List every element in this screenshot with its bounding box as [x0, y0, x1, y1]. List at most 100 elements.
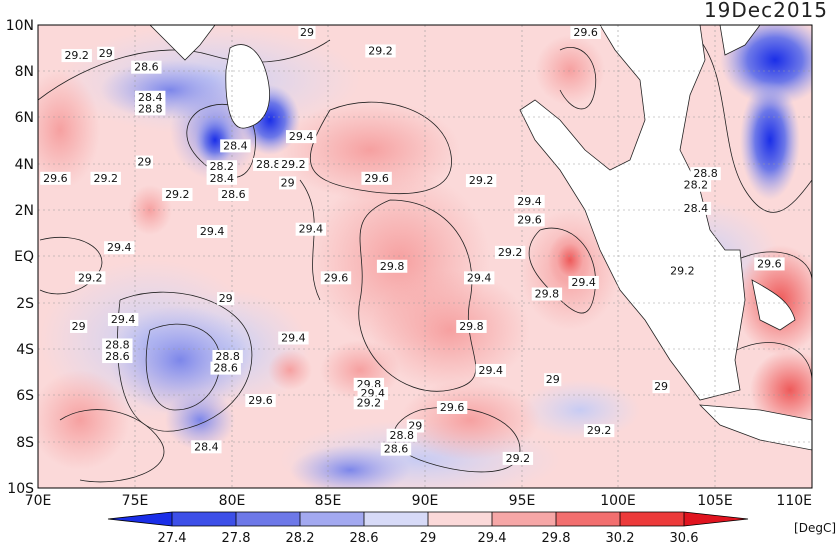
svg-text:28.8: 28.8 — [693, 167, 718, 180]
svg-text:29.4: 29.4 — [467, 271, 492, 284]
svg-text:29.2: 29.2 — [64, 49, 89, 62]
contour-label: 28.8 — [135, 102, 166, 116]
contour-label: 29.4 — [475, 363, 506, 377]
contour-label: 29.2 — [667, 264, 698, 278]
svg-text:29.8: 29.8 — [459, 320, 484, 333]
lat-label: 8S — [16, 435, 34, 451]
lon-label: 95E — [509, 493, 536, 509]
contour-label: 29.2 — [494, 245, 526, 259]
svg-text:29.4: 29.4 — [571, 276, 596, 289]
svg-text:29: 29 — [219, 292, 233, 305]
contour-label: 29.2 — [90, 171, 121, 185]
colorbar-tick: 30.6 — [670, 531, 699, 545]
svg-text:29: 29 — [300, 26, 314, 39]
svg-text:29.8: 29.8 — [535, 288, 560, 301]
svg-text:28.4: 28.4 — [223, 139, 248, 152]
svg-text:28.2: 28.2 — [684, 179, 709, 192]
svg-text:29.8: 29.8 — [380, 260, 405, 273]
colorbar-segment — [684, 512, 748, 526]
contour-label: 29 — [135, 155, 154, 169]
svg-text:28.8: 28.8 — [390, 429, 415, 442]
lat-label: 6S — [16, 388, 34, 404]
contour-label: 29.2 — [278, 157, 309, 171]
colorbar-tick: 29.4 — [478, 531, 507, 545]
colorbar-tick: 28.2 — [286, 531, 315, 545]
lon-label: 105E — [697, 493, 733, 509]
svg-text:29.2: 29.2 — [281, 158, 306, 171]
contour-label: 28.4 — [135, 90, 166, 104]
svg-text:29.2: 29.2 — [498, 246, 523, 259]
svg-text:29.4: 29.4 — [517, 195, 542, 208]
contour-label: 29.4 — [104, 241, 135, 255]
svg-text:28.8: 28.8 — [105, 338, 130, 351]
lat-label: 4S — [16, 342, 34, 358]
svg-text:28.6: 28.6 — [213, 362, 238, 375]
lon-label: 100E — [600, 493, 636, 509]
lat-label: 10N — [6, 18, 34, 34]
contour-label: 29.4 — [196, 225, 228, 239]
colorbar-tick: 29 — [420, 531, 437, 545]
borneo-west — [751, 279, 796, 331]
svg-text:29.6: 29.6 — [364, 172, 389, 185]
svg-text:29.6: 29.6 — [440, 401, 465, 414]
colorbar-unit: [DegC] — [794, 521, 836, 535]
contour-label: 28.6 — [210, 361, 241, 375]
contour-label: 29 — [97, 46, 115, 60]
colorbar-tick: 27.4 — [158, 531, 187, 545]
map-date-title: 19Dec2015 — [703, 0, 828, 22]
grid-lines — [38, 25, 812, 488]
colorbar-tick: 30.2 — [606, 531, 635, 545]
contour-label: 28.6 — [380, 442, 412, 456]
contour-label: 29.4 — [285, 130, 317, 144]
svg-text:29.4: 29.4 — [281, 332, 306, 345]
contour-label: 28.4 — [206, 171, 238, 185]
contour-label: 28.2 — [680, 178, 712, 192]
lon-label: 75E — [122, 493, 149, 509]
svg-text:29.6: 29.6 — [517, 213, 542, 226]
india-tip — [149, 25, 216, 61]
svg-text:28.4: 28.4 — [210, 172, 235, 185]
svg-text:28.6: 28.6 — [384, 443, 409, 456]
svg-text:29.4: 29.4 — [479, 364, 504, 377]
colorbar-tick: 28.6 — [350, 531, 379, 545]
contour-label: 29.2 — [61, 49, 92, 63]
contour-label: 29.8 — [531, 287, 563, 301]
contour-label: 29 — [70, 319, 88, 333]
contour-label: 29.6 — [40, 171, 71, 185]
contour-label: 29.4 — [278, 331, 309, 345]
contour-label: 28.6 — [218, 187, 249, 201]
contour-label: 29.2 — [162, 187, 193, 201]
contour-label: 28.8 — [102, 338, 133, 352]
colorbar-segment — [236, 512, 300, 526]
svg-text:28.8: 28.8 — [215, 350, 240, 363]
colorbar-segment — [172, 512, 236, 526]
contour-label: 29.2 — [465, 174, 497, 188]
colorbar-segment — [620, 512, 684, 526]
svg-text:28.6: 28.6 — [134, 61, 159, 74]
svg-text:29.6: 29.6 — [43, 172, 68, 185]
plot-frame — [37, 24, 813, 489]
svg-text:29.2: 29.2 — [670, 264, 695, 277]
svg-text:28.6: 28.6 — [105, 350, 130, 363]
contour-label: 29.6 — [361, 171, 392, 185]
contour-label: 28.8 — [212, 350, 243, 364]
svg-text:29: 29 — [72, 320, 86, 333]
contour-label: 28.4 — [680, 201, 712, 215]
contour-label: 29.6 — [320, 271, 352, 285]
colorbar-tick: 27.8 — [222, 531, 251, 545]
contour-label: 28.8 — [690, 167, 721, 181]
contour-label: 29 — [544, 373, 562, 387]
svg-text:28.4: 28.4 — [194, 440, 219, 453]
contour-label: 28.2 — [206, 160, 238, 174]
colorbar-segment — [492, 512, 556, 526]
contour-label: 28.4 — [220, 139, 251, 153]
lat-label: 2S — [16, 296, 34, 312]
colorbar-segment — [556, 512, 620, 526]
contour-label: 28.8 — [253, 157, 284, 171]
contour-label: 28.8 — [386, 428, 417, 442]
contour-label: 29.4 — [295, 222, 327, 236]
svg-text:28.2: 28.2 — [210, 160, 235, 173]
svg-text:29.6: 29.6 — [324, 271, 349, 284]
